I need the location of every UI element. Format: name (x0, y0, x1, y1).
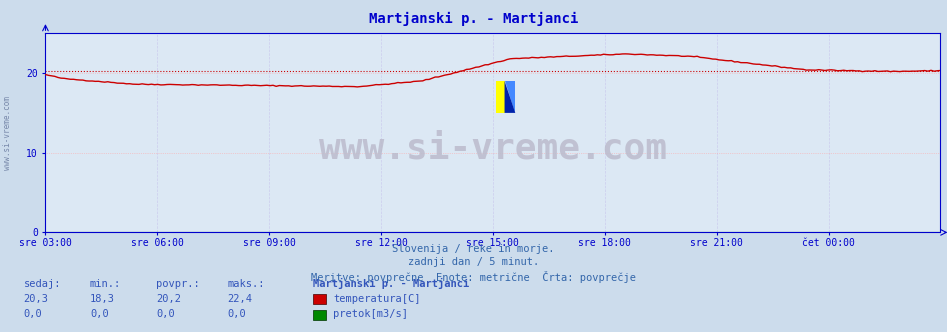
Bar (495, 81, 505, 113)
Text: 0,0: 0,0 (24, 309, 43, 319)
Text: Meritve: povprečne  Enote: metrične  Črta: povprečje: Meritve: povprečne Enote: metrične Črta:… (311, 271, 636, 283)
Polygon shape (505, 81, 515, 113)
Polygon shape (505, 81, 515, 113)
Text: povpr.:: povpr.: (156, 279, 200, 289)
Text: Martjanski p. - Martjanci: Martjanski p. - Martjanci (368, 12, 579, 26)
Text: min.:: min.: (90, 279, 121, 289)
Text: 0,0: 0,0 (227, 309, 246, 319)
Text: www.si-vreme.com: www.si-vreme.com (3, 96, 12, 170)
Text: 20,3: 20,3 (24, 294, 48, 304)
Text: Martjanski p. - Martjanci: Martjanski p. - Martjanci (313, 278, 469, 289)
Text: temperatura[C]: temperatura[C] (333, 294, 420, 304)
Text: maks.:: maks.: (227, 279, 265, 289)
Text: sedaj:: sedaj: (24, 279, 62, 289)
Text: zadnji dan / 5 minut.: zadnji dan / 5 minut. (408, 257, 539, 267)
Text: 20,2: 20,2 (156, 294, 181, 304)
Text: 22,4: 22,4 (227, 294, 252, 304)
Text: pretok[m3/s]: pretok[m3/s] (333, 309, 408, 319)
Text: www.si-vreme.com: www.si-vreme.com (319, 132, 667, 166)
Text: Slovenija / reke in morje.: Slovenija / reke in morje. (392, 244, 555, 254)
Text: 0,0: 0,0 (90, 309, 109, 319)
Text: 18,3: 18,3 (90, 294, 115, 304)
Text: 0,0: 0,0 (156, 309, 175, 319)
